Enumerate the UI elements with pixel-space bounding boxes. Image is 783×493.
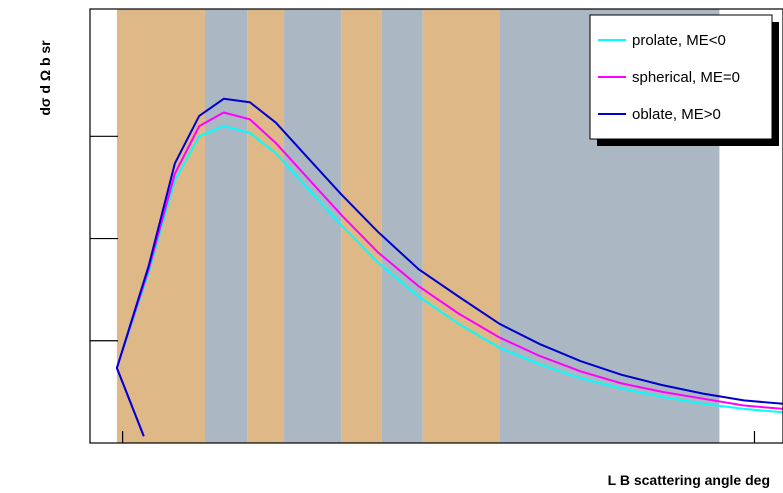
band-2 [247, 9, 285, 443]
series-line-2 [115, 97, 783, 437]
legend-label-prolate: prolate, ME<0 [632, 32, 726, 49]
x-axis-label: L B scattering angle deg [608, 472, 770, 488]
band-3 [284, 9, 342, 443]
legend-label-spherical: spherical, ME=0 [632, 69, 740, 86]
series-line-1 [115, 111, 783, 437]
band-5 [381, 9, 423, 443]
legend: prolate, ME<0 spherical, ME=0 oblate, ME… [589, 14, 779, 146]
band-1 [204, 9, 248, 443]
axis-ticks [90, 135, 756, 443]
band-4 [341, 9, 382, 443]
plot-frame [89, 8, 783, 444]
y-axis-label: dσ d Ω b sr [37, 40, 53, 116]
series-lines [115, 97, 783, 437]
series-line-0 [115, 125, 783, 437]
legend-label-oblate: oblate, ME>0 [632, 106, 721, 123]
band-6 [422, 9, 500, 443]
